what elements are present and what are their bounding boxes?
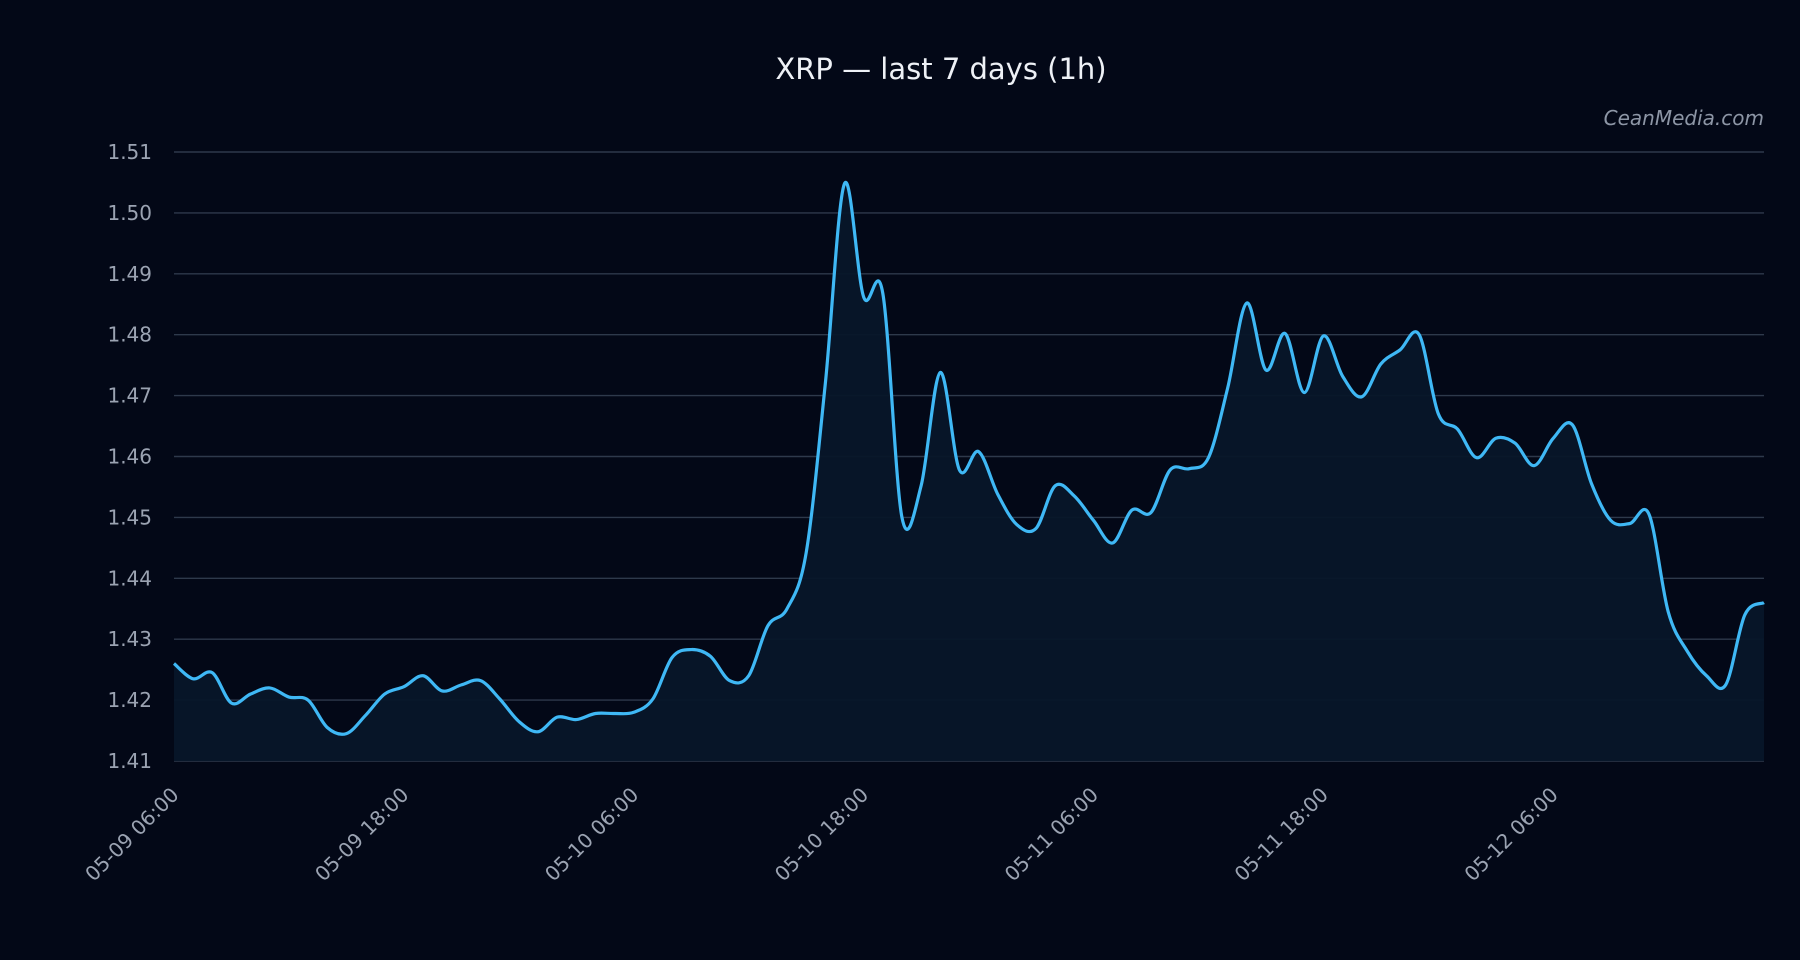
x-tick-label: 05-09 18:00: [310, 783, 413, 886]
y-tick-label: 1.50: [107, 201, 152, 225]
y-tick-label: 1.45: [107, 505, 152, 529]
y-tick-label: 1.51: [107, 140, 152, 164]
series-line: [172, 180, 1765, 736]
y-tick-label: 1.49: [107, 262, 152, 286]
y-tick-label: 1.41: [107, 749, 152, 773]
y-tick-label: 1.42: [107, 688, 152, 712]
x-tick-label: 05-11 06:00: [1000, 783, 1103, 886]
x-tick-label: 05-12 06:00: [1459, 783, 1562, 886]
y-tick-label: 1.43: [107, 627, 152, 651]
x-tick-label: 05-10 06:00: [540, 783, 643, 886]
y-tick-label: 1.48: [107, 323, 152, 347]
y-tick-label: 1.44: [107, 566, 152, 590]
y-tick-label: 1.46: [107, 445, 152, 469]
series-area-fill: [174, 182, 1764, 761]
chart-title: XRP — last 7 days (1h): [775, 52, 1107, 86]
y-tick-label: 1.47: [107, 384, 152, 408]
watermark: CeanMedia.com: [1603, 106, 1764, 130]
x-tick-label: 05-11 18:00: [1230, 783, 1333, 886]
x-tick-label: 05-10 18:00: [770, 783, 873, 886]
x-tick-label: 05-09 06:00: [80, 783, 183, 886]
